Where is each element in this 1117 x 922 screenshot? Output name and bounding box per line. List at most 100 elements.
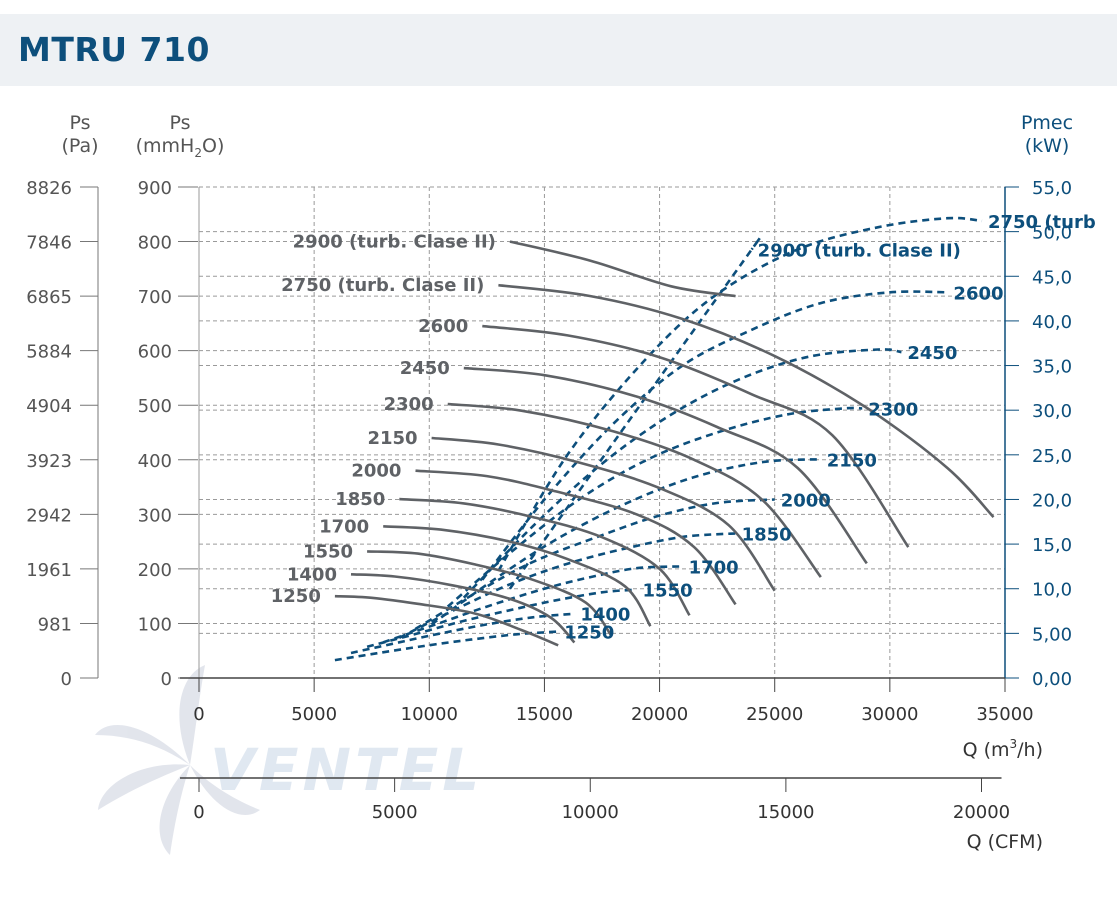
cfm-tick-label: 20000 xyxy=(953,802,1010,823)
y-tick-label-mmh2o: 800 xyxy=(138,233,172,254)
y-tick-label-pa: 3923 xyxy=(26,451,72,472)
pressure-curve-label: 2300 xyxy=(384,394,434,415)
pressure-curve-label: 2600 xyxy=(418,316,468,337)
power-curve-2600 xyxy=(481,290,948,581)
right-kw-axis-title: Pmec xyxy=(1020,112,1074,134)
y2-tick-label: 45,0 xyxy=(1032,267,1072,288)
pressure-curve-2300 xyxy=(447,402,822,578)
x-tick-label: 35000 xyxy=(976,704,1033,725)
power-curve-label: 1400 xyxy=(580,605,630,626)
pressure-curve-1400 xyxy=(350,573,576,644)
chart-title: MTRU 710 xyxy=(18,30,210,69)
y-tick-label-pa: 1961 xyxy=(26,560,72,581)
x-axis-title-main: Q (m xyxy=(963,739,1010,761)
power-curve-label: 2300 xyxy=(868,399,918,420)
y2-tick-label: 25,0 xyxy=(1032,446,1072,467)
power-curve-label: 1250 xyxy=(564,623,614,644)
cfm-axis-title: Q (CFM) xyxy=(967,831,1043,853)
y-tick-label-pa: 5884 xyxy=(26,342,72,363)
y-tick-label-mmh2o: 900 xyxy=(138,178,172,199)
y2-tick-label: 20,0 xyxy=(1032,490,1072,511)
ventel-watermark: VENTEL xyxy=(95,665,483,855)
power-curve-2750 xyxy=(497,216,983,572)
y-tick-label-mmh2o: 600 xyxy=(138,342,172,363)
pressure-curve-2150 xyxy=(431,436,776,592)
y2-tick-label: 10,0 xyxy=(1032,580,1072,601)
y-tick-label-mmh2o: 200 xyxy=(138,560,172,581)
power-curve-label: 1700 xyxy=(689,557,739,578)
pressure-curve-label: 1550 xyxy=(303,541,353,562)
x-axis-title-end: /h) xyxy=(1017,739,1043,761)
x-tick-label: 10000 xyxy=(401,704,458,725)
right-kw-axis-head: Pmec (kW) xyxy=(1012,112,1082,158)
y2-tick-label: 55,0 xyxy=(1032,178,1072,199)
cfm-tick-label: 0 xyxy=(193,802,204,823)
y2-tick-label: 50,0 xyxy=(1032,223,1072,244)
y-tick-label-mmh2o: 300 xyxy=(138,505,172,526)
pressure-curve-label: 1250 xyxy=(271,586,321,607)
pressure-curve-label: 1700 xyxy=(319,516,369,537)
y2-tick-label: 30,0 xyxy=(1032,401,1072,422)
power-curve-label: 1850 xyxy=(742,524,792,545)
power-curve-1550 xyxy=(366,588,637,649)
power-curve-label: 2150 xyxy=(827,450,877,471)
right-kw-axis-unit: (kW) xyxy=(1024,135,1070,157)
pressure-curve-1250 xyxy=(334,594,559,647)
power-curve-label: 2900 (turb. Clase II) xyxy=(758,240,961,261)
pressure-curve-2000 xyxy=(415,469,737,606)
pressure-curve-1700 xyxy=(383,525,652,627)
pressure-curve-2900 xyxy=(509,240,736,298)
y2-tick-label: 15,0 xyxy=(1032,535,1072,556)
left-mm-axis-unit-sub: 2 xyxy=(194,145,202,160)
left-pa-axis-unit: (Pa) xyxy=(61,135,99,157)
pressure-curve-label: 2000 xyxy=(351,461,401,482)
y2-tick-label: 0,00 xyxy=(1032,669,1072,690)
x-axis-title-sup: 3 xyxy=(1010,737,1018,751)
cfm-tick-label: 10000 xyxy=(562,802,619,823)
power-curve-2450 xyxy=(462,348,902,599)
pressure-curve-label: 2900 (turb. Clase II) xyxy=(293,232,496,253)
x-tick-label: 20000 xyxy=(631,704,688,725)
power-curve-label: 2750 (turb xyxy=(988,212,1096,233)
watermark-text: VENTEL xyxy=(210,736,483,804)
left-mm-axis-title: Ps xyxy=(169,112,191,134)
y-tick-label-pa: 4904 xyxy=(26,396,72,417)
pressure-curve-label: 1400 xyxy=(287,564,337,585)
y-tick-label-mmh2o: 500 xyxy=(138,396,172,417)
y-tick-label-mmh2o: 700 xyxy=(138,287,172,308)
power-curve-label: 2000 xyxy=(781,490,831,511)
power-curve-label: 2600 xyxy=(953,283,1003,304)
x-tick-label: 25000 xyxy=(746,704,803,725)
title-bar xyxy=(0,14,1117,86)
y-tick-label-pa: 981 xyxy=(38,614,72,635)
y-tick-label-mmh2o: 400 xyxy=(138,451,172,472)
pressure-curve-1850 xyxy=(399,497,691,617)
y-tick-label-pa: 2942 xyxy=(26,505,72,526)
x-tick-label: 0 xyxy=(193,704,204,725)
power-curve-1700 xyxy=(382,565,683,644)
x-tick-label: 15000 xyxy=(516,704,573,725)
left-mm-axis-unit: (mmH xyxy=(135,135,195,157)
pressure-curve-2600 xyxy=(482,324,910,548)
cfm-tick-label: 5000 xyxy=(372,802,418,823)
y2-tick-label: 5,00 xyxy=(1032,624,1072,645)
pressure-curve-2750 xyxy=(498,283,995,518)
left-pa-axis-head: Ps (Pa) xyxy=(55,112,105,158)
y-tick-label-pa: 6865 xyxy=(26,287,72,308)
left-mm-axis-unit-end: O) xyxy=(201,135,225,157)
x-tick-label: 5000 xyxy=(291,704,337,725)
pressure-curve-label: 1850 xyxy=(335,489,385,510)
y-tick-label-mmh2o: 0 xyxy=(161,669,172,690)
left-pa-axis-title: Ps xyxy=(69,112,91,134)
cfm-tick-label: 15000 xyxy=(757,802,814,823)
y-tick-label-pa: 8826 xyxy=(26,178,72,199)
pressure-curve-label: 2750 (turb. Clase II) xyxy=(281,275,484,296)
power-curve-1250 xyxy=(334,630,559,662)
left-mm-axis-head: Ps (mmH2O) xyxy=(130,112,230,165)
y-tick-label-pa: 0 xyxy=(61,669,72,690)
y2-tick-label: 40,0 xyxy=(1032,312,1072,333)
pressure-curve-label: 2150 xyxy=(367,428,417,449)
y2-tick-label: 35,0 xyxy=(1032,357,1072,378)
power-curve-2300 xyxy=(446,406,863,608)
